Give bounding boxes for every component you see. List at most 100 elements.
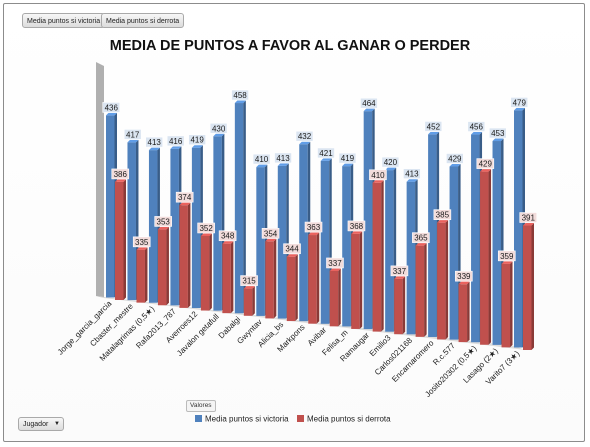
values-field-label: Valores <box>186 400 216 412</box>
svg-text:429: 429 <box>448 154 462 163</box>
bars-layer <box>106 100 534 350</box>
svg-text:464: 464 <box>362 99 376 108</box>
bar-derrota-16 <box>458 281 470 343</box>
data-label-derrota-13: 337 <box>390 265 409 277</box>
svg-text:348: 348 <box>221 232 235 241</box>
bar-derrota-9 <box>308 232 320 324</box>
data-labels-layer: 436 386 417 335 413 353 416 374 419 352 430 348 458 3… <box>102 89 538 286</box>
legend-swatch-victoria <box>195 415 202 422</box>
bar-derrota-0 <box>115 179 126 300</box>
svg-text:410: 410 <box>371 171 385 180</box>
svg-text:436: 436 <box>105 103 119 112</box>
data-label-derrota-14: 365 <box>412 232 430 243</box>
svg-text:365: 365 <box>414 234 428 243</box>
svg-text:386: 386 <box>114 170 128 179</box>
bar-derrota-6 <box>243 286 255 316</box>
data-label-victoria-1: 417 <box>123 129 142 140</box>
bar-derrota-3 <box>179 202 191 308</box>
svg-text:339: 339 <box>457 272 471 281</box>
data-label-victoria-15: 452 <box>424 121 443 132</box>
data-label-derrota-18: 359 <box>497 250 516 262</box>
legend: Media puntos si victoria Media puntos si… <box>195 415 391 424</box>
svg-text:453: 453 <box>491 129 505 138</box>
svg-text:429: 429 <box>479 160 493 169</box>
svg-text:335: 335 <box>135 238 149 247</box>
data-label-derrota-7: 354 <box>261 228 280 239</box>
data-label-victoria-19: 479 <box>510 97 529 108</box>
legend-swatch-derrota <box>297 415 304 422</box>
svg-text:419: 419 <box>341 154 355 163</box>
bar-derrota-17 <box>480 169 492 345</box>
svg-text:413: 413 <box>276 154 290 163</box>
data-label-victoria-7: 410 <box>252 153 271 165</box>
data-label-derrota-1: 335 <box>132 236 151 248</box>
data-label-victoria-6: 458 <box>231 89 249 101</box>
svg-text:363: 363 <box>307 223 321 232</box>
svg-text:416: 416 <box>169 137 183 146</box>
data-label-victoria-11: 419 <box>338 152 357 164</box>
bar-derrota-12 <box>372 180 384 332</box>
svg-text:337: 337 <box>328 259 342 268</box>
svg-text:479: 479 <box>513 98 527 107</box>
svg-text:315: 315 <box>242 277 256 286</box>
data-label-victoria-8: 413 <box>274 152 292 164</box>
svg-text:352: 352 <box>199 224 213 233</box>
svg-text:413: 413 <box>405 170 419 179</box>
data-label-victoria-3: 416 <box>166 135 185 147</box>
back-wall <box>96 62 104 298</box>
data-label-derrota-5: 348 <box>218 230 237 242</box>
bar-derrota-11 <box>351 231 363 329</box>
svg-text:354: 354 <box>264 229 278 238</box>
axis-field-dropdown[interactable]: Jugador ▼ <box>18 417 64 431</box>
svg-text:391: 391 <box>522 214 536 223</box>
data-label-derrota-10: 337 <box>326 257 344 269</box>
data-label-victoria-17: 456 <box>467 121 486 132</box>
data-label-derrota-12: 410 <box>369 169 387 181</box>
svg-text:458: 458 <box>233 91 247 100</box>
data-label-victoria-10: 421 <box>317 147 335 159</box>
bar-derrota-14 <box>415 243 427 337</box>
data-label-victoria-12: 464 <box>360 97 378 109</box>
svg-text:353: 353 <box>157 217 171 226</box>
svg-text:432: 432 <box>298 132 312 141</box>
bar-derrota-2 <box>157 226 169 306</box>
data-label-derrota-6: 315 <box>240 275 258 286</box>
data-label-victoria-0: 436 <box>102 102 121 113</box>
svg-text:385: 385 <box>436 211 450 220</box>
data-label-derrota-0: 386 <box>111 168 130 180</box>
svg-text:430: 430 <box>212 124 226 133</box>
svg-text:374: 374 <box>178 193 192 202</box>
svg-text:410: 410 <box>255 155 269 164</box>
svg-text:413: 413 <box>148 138 162 147</box>
bar-derrota-4 <box>200 233 212 311</box>
data-label-derrota-11: 368 <box>347 220 366 232</box>
legend-label-derrota: Media puntos si derrota <box>307 415 391 424</box>
svg-text:452: 452 <box>427 122 441 131</box>
bar-derrota-8 <box>286 254 298 322</box>
legend-label-victoria: Media puntos si victoria <box>205 415 289 424</box>
data-label-derrota-17: 429 <box>476 158 495 169</box>
data-label-victoria-4: 419 <box>188 134 206 146</box>
data-label-derrota-15: 385 <box>433 209 452 220</box>
svg-text:420: 420 <box>384 158 398 167</box>
field-button-derrota[interactable]: Media puntos si derrota <box>101 13 185 28</box>
data-label-derrota-2: 353 <box>154 216 172 227</box>
data-label-derrota-9: 363 <box>304 221 323 233</box>
bar-derrota-7 <box>265 238 277 319</box>
svg-text:344: 344 <box>285 245 299 254</box>
x-tick-label-10: Avibar <box>306 325 329 348</box>
axis-field-label: Jugador <box>23 421 49 428</box>
data-label-victoria-9: 432 <box>295 130 314 142</box>
x-tick-label-15: Encarnaromero <box>390 338 436 384</box>
svg-text:419: 419 <box>190 136 204 145</box>
data-label-victoria-16: 429 <box>446 153 464 164</box>
svg-text:421: 421 <box>319 149 333 158</box>
data-label-derrota-3: 374 <box>175 191 194 203</box>
data-label-victoria-18: 453 <box>488 127 507 139</box>
svg-text:359: 359 <box>500 252 514 261</box>
svg-text:456: 456 <box>470 123 484 132</box>
dropdown-arrow-icon: ▼ <box>54 421 60 427</box>
chart-title: MEDIA DE PUNTOS A FAVOR AL GANAR O PERDE… <box>110 38 471 54</box>
data-label-derrota-16: 339 <box>455 270 473 282</box>
